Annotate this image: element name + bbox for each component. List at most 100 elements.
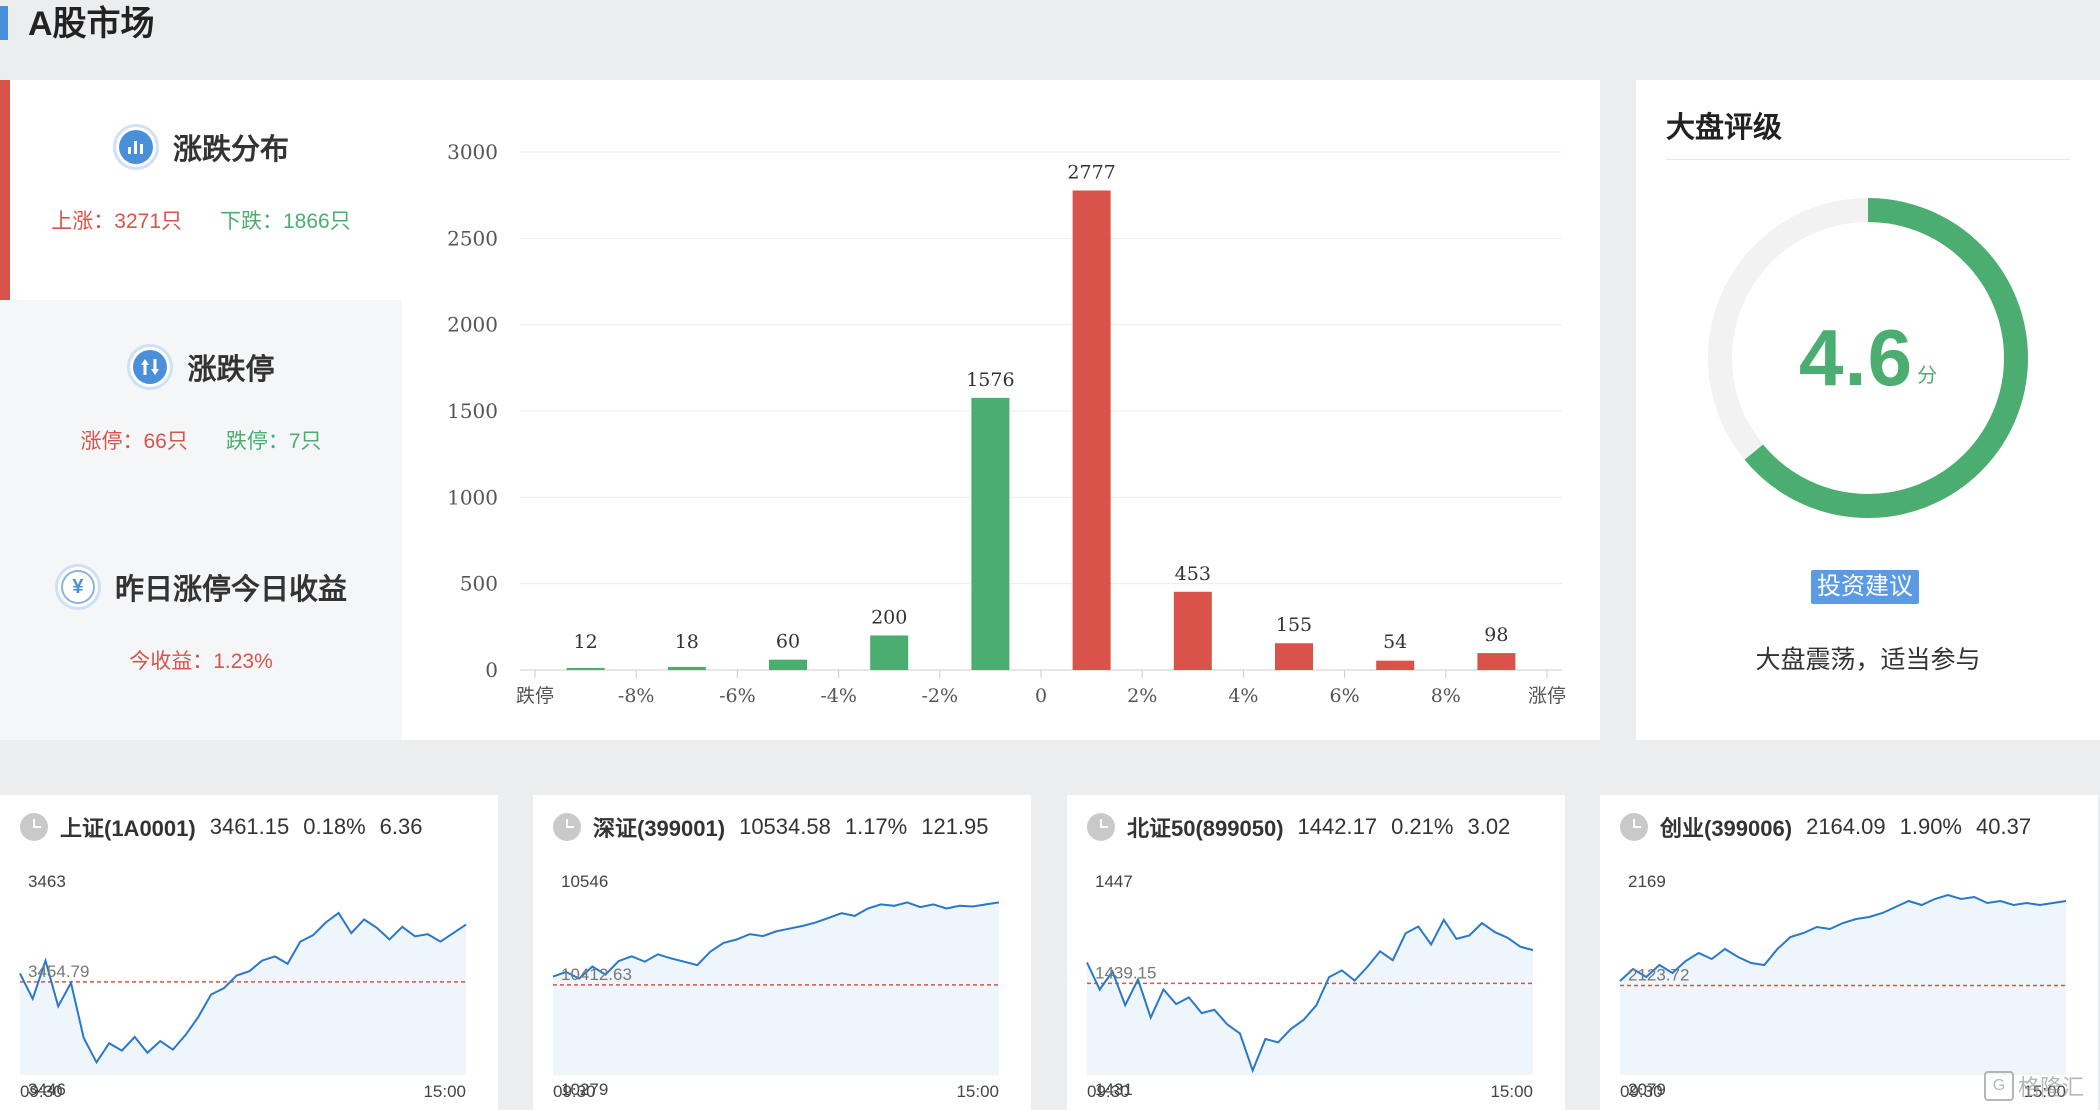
distribution-title: 涨跌分布 (0, 124, 402, 170)
time-end-label: 15:00 (956, 1082, 999, 1101)
market-overview-panel: 涨跌分布 上涨：3271只 下跌：1866只 涨跌停 涨停：66只 跌停：7只 … (0, 80, 1600, 740)
rating-gauge (1708, 198, 2028, 518)
index-pct: 0.18% (303, 814, 366, 839)
watermark-text: 格隆汇 (2017, 1075, 2084, 1100)
limit-title-label: 涨跌停 (187, 354, 275, 386)
today-return: 今收益：1.23% (129, 650, 273, 673)
limit-title: 涨跌停 (0, 344, 402, 390)
up-down-arrows-icon (127, 344, 174, 390)
x-tick-label: 4% (1228, 685, 1258, 707)
x-tick-label: 跌停 (516, 685, 554, 707)
index-pct: 0.21% (1391, 814, 1454, 839)
bar (971, 397, 1010, 670)
x-tick-label: -2% (922, 685, 959, 707)
page-title: A股市场 (28, 5, 155, 43)
index-name: 北证50(899050) (1127, 816, 1284, 841)
index-price: 1442.17 (1297, 814, 1378, 839)
index-header: 深证(399001) 10534.58 1.17% 121.95 (553, 811, 989, 843)
price-line (1086, 917, 1534, 1074)
yesterday-title: ¥ 昨日涨停今日收益 (0, 564, 402, 610)
rating-title: 大盘评级 (1666, 112, 1783, 144)
bar (1275, 643, 1313, 670)
up-count: 上涨：3271只 (51, 210, 182, 233)
y-base-label: 3454.79 (28, 962, 89, 981)
score-unit: 分 (1917, 364, 1938, 387)
y-low-label: 10279 (561, 1080, 608, 1099)
time-start-label: 09:30 (1087, 1082, 1130, 1101)
index-price: 10534.58 (739, 814, 831, 839)
y-base-label: 10412.63 (561, 965, 632, 984)
distribution-stats: 上涨：3271只 下跌：1866只 (0, 205, 402, 235)
index-card-beizheng50[interactable]: 北证50(899050) 1442.17 0.21% 3.02 1447 1439… (1067, 795, 1565, 1110)
score-value: 4.6 (1798, 313, 1914, 402)
clock-icon (1620, 813, 1648, 841)
clock-icon (20, 813, 48, 841)
y-tick-label: 1500 (447, 399, 498, 423)
y-tick-label: 0 (485, 658, 498, 682)
index-change: 40.37 (1976, 814, 2032, 839)
bar (667, 666, 706, 670)
advice-button[interactable]: 投资建议 (1811, 570, 1919, 604)
bar-chart-icon (112, 124, 159, 170)
x-tick-label: 0 (1035, 685, 1047, 707)
limit-up-count: 涨停：66只 (80, 430, 188, 453)
bar-data-label: 18 (675, 631, 699, 653)
page-header: A股市场 (0, 0, 2100, 80)
price-area (1087, 919, 1533, 1075)
bar-data-label: 54 (1383, 631, 1407, 653)
bar (1173, 591, 1212, 670)
bar-data-label: 2777 (1067, 162, 1115, 184)
limit-stats: 涨停：66只 跌停：7只 (0, 425, 402, 455)
y-low-label: 2079 (1628, 1080, 1666, 1099)
x-tick-label: 8% (1431, 685, 1461, 707)
index-name: 创业(399006) (1660, 816, 1793, 841)
bar (1477, 653, 1516, 670)
yen-icon: ¥ (54, 564, 101, 610)
time-start-label: 09:30 (20, 1082, 63, 1101)
y-base-label: 1439.15 (1095, 963, 1156, 982)
tab-limit[interactable]: 涨跌停 涨停：66只 跌停：7只 (0, 300, 402, 520)
time-end-label: 15:00 (2023, 1082, 2066, 1101)
price-line (19, 911, 467, 1065)
tab-distribution[interactable]: 涨跌分布 上涨：3271只 下跌：1866只 (0, 80, 402, 300)
price-area (20, 913, 466, 1075)
index-change: 121.95 (921, 814, 989, 839)
bar (870, 635, 909, 670)
y-low-label: 1431 (1095, 1080, 1133, 1099)
index-header: 创业(399006) 2164.09 1.90% 40.37 (1620, 811, 2031, 843)
index-header: 上证(1A0001) 3461.15 0.18% 6.36 (20, 811, 422, 843)
yesterday-title-label: 昨日涨停今日收益 (114, 574, 347, 606)
price-area (1620, 895, 2066, 1075)
tab-yesterday-return[interactable]: ¥ 昨日涨停今日收益 今收益：1.23% (0, 520, 402, 740)
bar-data-label: 12 (574, 631, 598, 653)
y-tick-label: 1000 (447, 485, 498, 509)
index-card-chinext[interactable]: 创业(399006) 2164.09 1.90% 40.37 2169 2123.… (1600, 795, 2098, 1110)
bar-data-label: 98 (1484, 624, 1508, 646)
index-card-shanghai[interactable]: 上证(1A0001) 3461.15 0.18% 6.36 3463 3454.7… (0, 795, 498, 1110)
index-card-shenzhen[interactable]: 深证(399001) 10534.58 1.17% 121.95 10546 10… (533, 795, 1031, 1110)
y-tick-label: 2000 (447, 313, 498, 337)
index-name: 上证(1A0001) (60, 816, 196, 841)
index-pct: 1.90% (1899, 814, 1962, 839)
y-tick-label: 2500 (447, 226, 498, 250)
bar-data-label: 453 (1175, 563, 1211, 585)
x-tick-label: -8% (618, 685, 655, 707)
header-accent-bar (0, 6, 8, 40)
index-header: 北证50(899050) 1442.17 0.21% 3.02 (1087, 811, 1510, 843)
advice-text: 大盘震荡，适当参与 (1755, 646, 1981, 674)
market-rating-panel: 大盘评级 4.6 分 投资建议 大盘震荡，适当参与 (1636, 80, 2100, 740)
price-line (552, 901, 1000, 980)
x-tick-label: 2% (1127, 685, 1157, 707)
limit-down-count: 跌停：7只 (225, 430, 322, 453)
bar (769, 659, 807, 670)
watermark: G 格隆汇 (1983, 1070, 2084, 1102)
price-line (1619, 893, 2067, 982)
watermark-logo-icon: G (1983, 1071, 2014, 1101)
time-start-label: 09:30 (553, 1082, 596, 1101)
x-tick-label: 涨停 (1528, 685, 1566, 707)
y-high-label: 1447 (1095, 872, 1133, 891)
x-tick-label: -6% (719, 685, 756, 707)
